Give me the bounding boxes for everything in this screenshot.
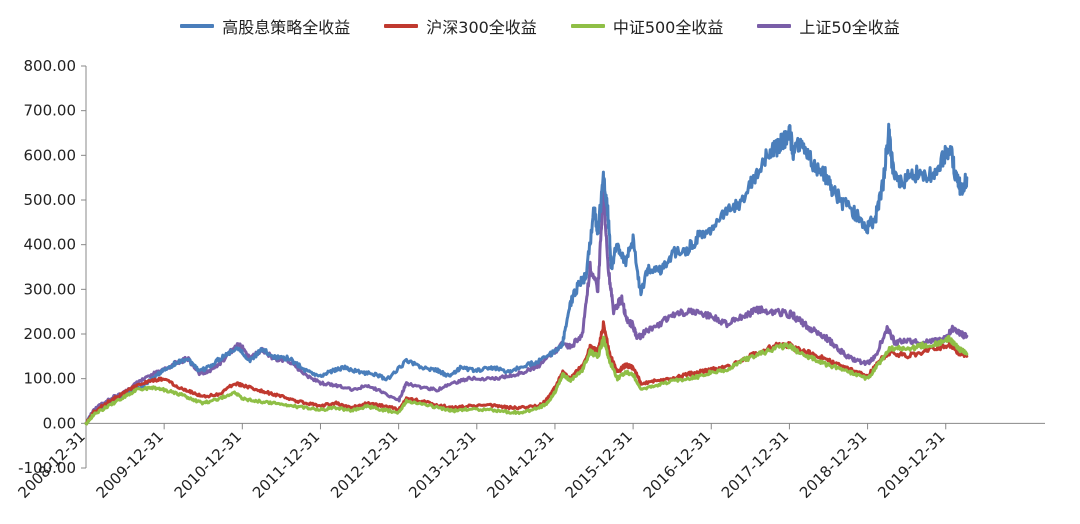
legend-swatch-csi500 xyxy=(570,24,605,28)
legend-label-sse50: 上证50全收益 xyxy=(799,18,900,37)
legend-swatch-high-dividend xyxy=(180,24,215,28)
x-tick-label: 2016-12-31 xyxy=(640,427,714,501)
series-line-1 xyxy=(84,320,969,426)
legend-item-high-dividend: 高股息策略全收益 xyxy=(180,14,350,38)
legend-item-csi500: 中证500全收益 xyxy=(570,14,724,38)
legend-item-hs300: 沪深300全收益 xyxy=(384,14,537,38)
y-tick-label: 300.00 xyxy=(24,280,77,298)
x-tick-label: 2017-12-31 xyxy=(718,427,792,501)
x-tick-label: 2015-12-31 xyxy=(562,427,636,501)
y-tick-label: -100.00 xyxy=(18,459,76,477)
y-tick-label: 400.00 xyxy=(24,236,77,254)
x-tick-label: 2018-12-31 xyxy=(796,427,870,501)
x-tick-label: 2009-12-31 xyxy=(93,427,167,501)
y-tick-label: 100.00 xyxy=(24,370,77,388)
y-tick-label: 800.00 xyxy=(24,57,77,75)
y-tick-label: 600.00 xyxy=(24,146,77,164)
y-tick-label: 0.00 xyxy=(43,414,76,432)
legend-item-sse50: 上证50全收益 xyxy=(757,14,900,38)
legend-label-csi500: 中证500全收益 xyxy=(612,18,724,37)
y-tick-label: 200.00 xyxy=(24,325,77,343)
x-tick-label: 2019-12-31 xyxy=(874,427,948,501)
x-tick-label: 2014-12-31 xyxy=(483,427,557,501)
legend-label-high-dividend: 高股息策略全收益 xyxy=(222,18,351,37)
legend-label-hs300: 沪深300全收益 xyxy=(426,18,537,37)
legend: 高股息策略全收益 沪深300全收益 中证500全收益 上证50全收益 xyxy=(0,14,1080,38)
series-line-2 xyxy=(84,334,969,426)
y-tick-label: 700.00 xyxy=(24,102,77,120)
legend-swatch-sse50 xyxy=(757,24,792,28)
legend-swatch-hs300 xyxy=(384,24,419,28)
axes-layer: -100.00 0.00 100.00 200.00 300.00 400.00 500.0… xyxy=(14,57,1045,502)
y-tick-label: 500.00 xyxy=(24,191,77,209)
x-tick-label: 2013-12-31 xyxy=(405,427,479,501)
series-line-0 xyxy=(84,122,969,426)
x-tick-label: 2011-12-31 xyxy=(249,427,323,501)
series-layer xyxy=(84,122,969,426)
x-tick-label: 2010-12-31 xyxy=(171,427,245,501)
x-tick-label: 2012-12-31 xyxy=(327,427,401,501)
series-line-3 xyxy=(84,190,969,426)
